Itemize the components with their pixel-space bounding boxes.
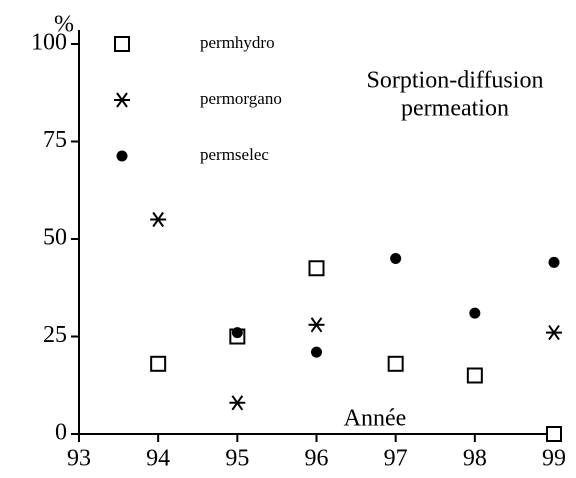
point [308, 317, 325, 333]
point [231, 327, 243, 339]
legend-label: permselec [200, 145, 269, 164]
x-tick-label: 94 [146, 446, 170, 472]
annotation: Sorption-diffusion [367, 68, 544, 94]
y-tick-label: 50 [43, 225, 67, 251]
point [229, 395, 246, 411]
point [466, 367, 483, 384]
y-tick-label: 100 [31, 30, 67, 56]
x-tick-label: 97 [384, 446, 408, 472]
marker-stroke [152, 211, 164, 228]
x-tick-label: 93 [67, 446, 91, 472]
marker-stroke [548, 325, 560, 341]
y-axis-label: % [54, 12, 74, 38]
point [150, 211, 167, 228]
marker-stroke [116, 92, 128, 108]
y-tick-label: 0 [55, 420, 67, 446]
legend-label: permhydro [200, 33, 275, 52]
x-tick-label: 95 [225, 446, 249, 472]
x-tick-label: 96 [305, 446, 329, 472]
y-tick-label: 75 [43, 127, 67, 153]
x-axis-label: Année [344, 406, 407, 432]
point [546, 426, 562, 442]
point [390, 253, 402, 264]
point [387, 355, 404, 372]
legend-marker [114, 92, 130, 108]
legend-marker [116, 150, 128, 162]
annotation: permeation [401, 96, 509, 122]
point [150, 355, 167, 372]
y-tick-label: 25 [43, 322, 67, 348]
point [469, 307, 481, 319]
x-tick-label: 98 [463, 446, 487, 472]
point [308, 260, 325, 277]
legend-label: permorgano [200, 89, 282, 108]
point [311, 346, 322, 358]
x-tick-label: 99 [542, 446, 566, 472]
point [548, 256, 560, 268]
marker-stroke [231, 395, 244, 411]
legend-marker [114, 36, 130, 52]
marker-stroke [310, 317, 323, 333]
point [546, 325, 562, 341]
